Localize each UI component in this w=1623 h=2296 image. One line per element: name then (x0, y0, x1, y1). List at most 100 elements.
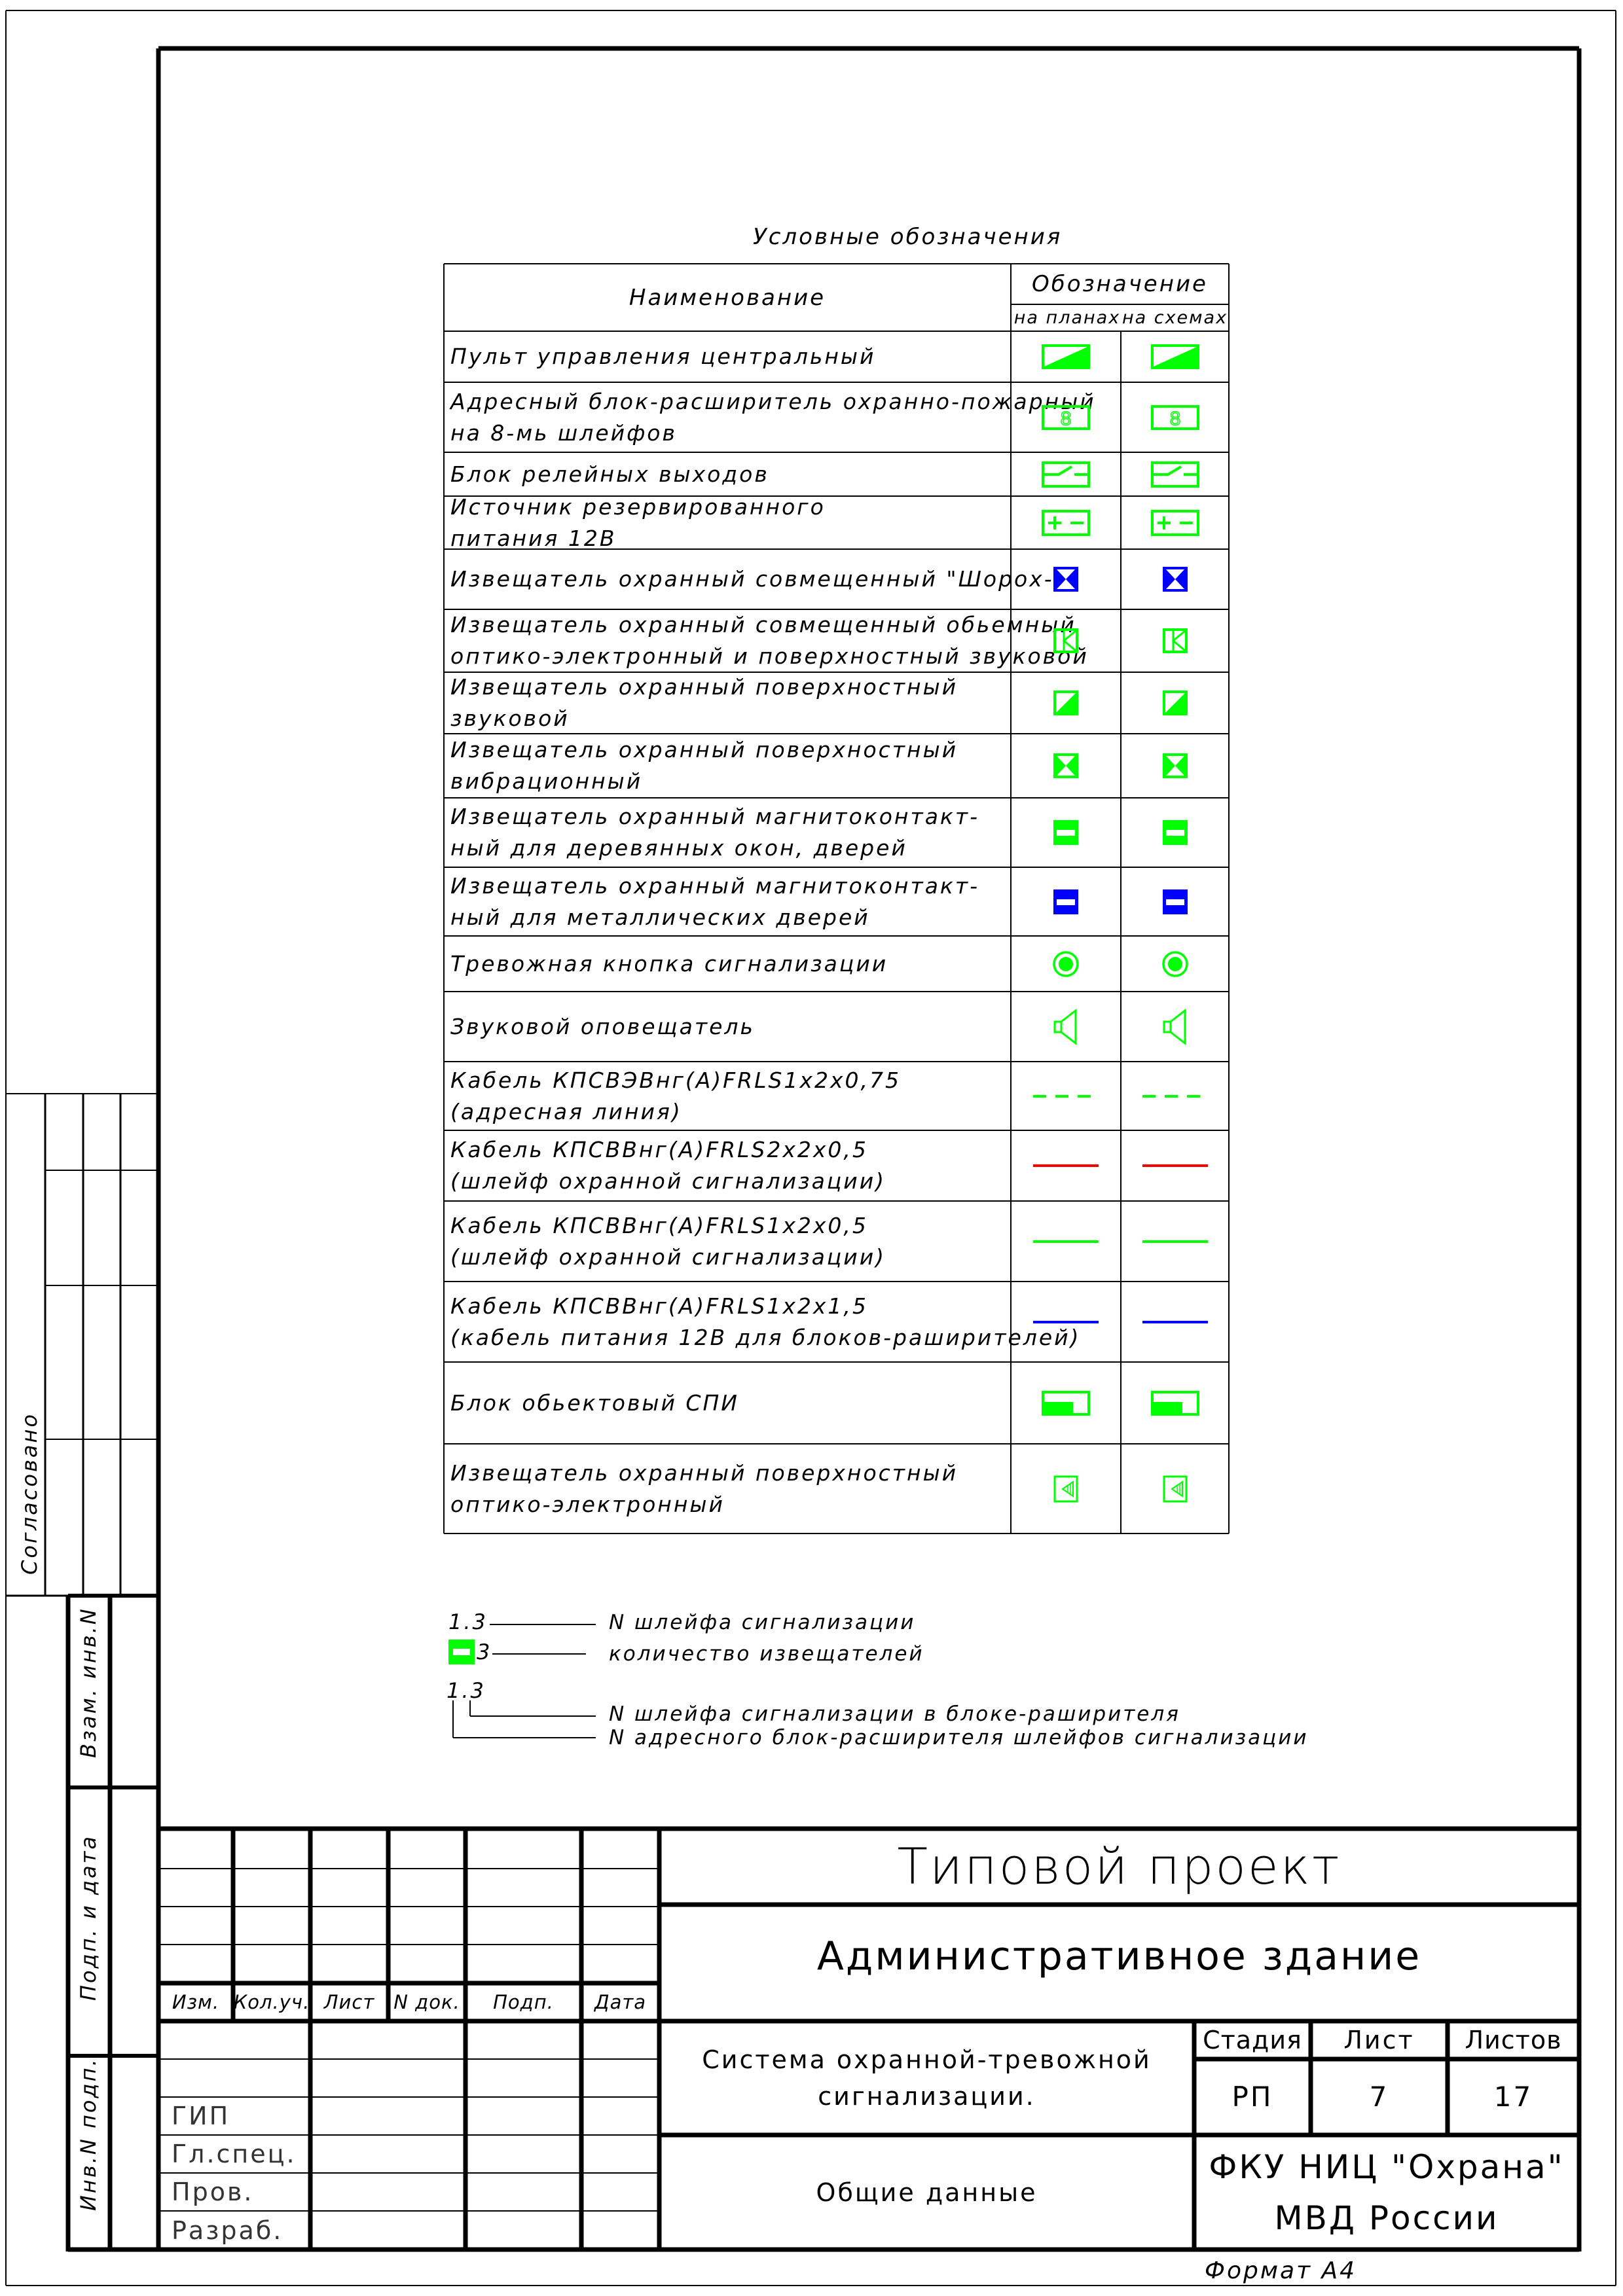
row-name: Кабель КПСВЭВнг(А)FRLS1x2x0,75 (адресная … (444, 1062, 1011, 1130)
project-title: Типовой проект (659, 1829, 1579, 1905)
row-name-line: (адресная линия) (450, 1098, 682, 1124)
magnet-contact-blue-icon (1121, 867, 1229, 936)
relay-block-icon (1011, 452, 1121, 496)
note-count-number: 3 (477, 1640, 492, 1664)
relay-block-icon (1121, 452, 1229, 496)
side-replace-inv-label: Взам. инв.N (76, 1607, 101, 1758)
row-name: Извещатель охранный поверхностный оптико-… (444, 1444, 1011, 1534)
paper-format: Формат А4 (1205, 2257, 1357, 2284)
optical-detector-icon (1011, 1444, 1121, 1534)
sub-plans-label: на планах (1013, 308, 1121, 328)
sounder-icon (1011, 992, 1121, 1062)
sound-detector-icon (1011, 672, 1121, 734)
system-title-line2: сигнализации. (818, 2082, 1036, 2111)
alarm-button-icon (1121, 936, 1229, 992)
cable-green-icon (1121, 1201, 1229, 1282)
power-supply-icon (1121, 496, 1229, 549)
system-title: Система охранной-тревожной сигнализации. (659, 2021, 1194, 2135)
row-name: Извещатель охранный магнитоконтакт-ный д… (444, 798, 1011, 867)
shorokh-detector-icon (1011, 549, 1121, 609)
table-subheader-plans: на планах (1013, 304, 1121, 331)
stamp-role-text: Разраб. (172, 2215, 283, 2245)
sheets-label-text: Листов (1465, 2026, 1562, 2054)
row-name-line: Извещатель охранный совмещенный "Шорох-3… (450, 566, 1082, 592)
cable-blue-icon (1121, 1282, 1229, 1362)
row-name-line: оптико-электронный (450, 1491, 725, 1517)
row-name-line: Адресный блок-расширитель охранно-пожарн… (450, 388, 1096, 414)
sheet-title: Общие данные (659, 2135, 1194, 2250)
header-symbol-label: Обозначение (1032, 271, 1208, 297)
row-name-line: Кабель КПСВЭВнг(А)FRLS1x2x0,75 (450, 1067, 901, 1093)
stamp-role: Разраб. (172, 2211, 309, 2250)
row-name-line: Извещатель охранный поверхностный (450, 737, 958, 762)
row-name-line: вибрационный (450, 768, 643, 794)
cable-dashed-green-icon (1011, 1062, 1121, 1130)
stage-label: Стадия (1194, 2021, 1311, 2059)
stamp-role-text: Гл.спец. (172, 2140, 297, 2168)
stamp-role: Гл.спец. (172, 2135, 309, 2173)
row-name-line: питания 12В (450, 525, 617, 551)
row-name-line: Блок релейных выходов (450, 461, 769, 487)
combined-detector-icon (1121, 609, 1229, 672)
magnet-contact-blue-icon (1011, 867, 1121, 936)
note-count-text: количество извещателей (609, 1642, 924, 1666)
svg-text:8: 8 (1060, 408, 1072, 429)
panel-icon (1011, 331, 1121, 382)
sheets-label: Листов (1448, 2021, 1579, 2059)
row-name: Блок релейных выходов (444, 452, 1011, 496)
object-title-text: Административное здание (816, 1933, 1422, 1979)
row-name-line: Извещатель охранный совмещенный обьемный (450, 612, 1076, 637)
stamp-role: Пров. (172, 2173, 309, 2211)
row-name-line: Кабель КПСВВнг(А)FRLS1x2x1,5 (450, 1293, 868, 1319)
row-name: Извещатель охранный поверхностный вибраци… (444, 734, 1011, 798)
row-name-line: оптико-электронный и поверхностный звуко… (450, 643, 1089, 669)
cable-red-icon (1121, 1130, 1229, 1201)
combined-detector-icon (1011, 609, 1121, 672)
row-name: Извещатель охранный магнитоконтакт-ный д… (444, 867, 1011, 936)
cable-red-icon (1011, 1130, 1121, 1201)
sheet-value: 7 (1311, 2059, 1448, 2135)
row-name-line: (шлейф охранной сигнализации) (450, 1244, 886, 1270)
panel-icon (1121, 331, 1229, 382)
spi-block-icon (1121, 1362, 1229, 1444)
organization-line2: МВД России (1274, 2198, 1499, 2237)
stamp-column-header-text: N док. (393, 1990, 460, 2013)
table-header-name: Наименование (444, 264, 1011, 331)
side-agreed-label: Согласовано (17, 1412, 42, 1575)
stamp-column-header: Изм. (158, 1983, 233, 2021)
row-name: Кабель КПСВВнг(А)FRLS1x2x0,5 (шлейф охран… (444, 1201, 1011, 1282)
sheet-label: Лист (1311, 2021, 1448, 2059)
stamp-role-text: Пров. (172, 2178, 254, 2206)
row-name: Извещатель охранный совмещенный обьемный… (444, 609, 1089, 672)
cable-green-icon (1011, 1201, 1121, 1282)
optical-detector-icon (1121, 1444, 1229, 1534)
sheets-value-text: 17 (1493, 2081, 1533, 2113)
stamp-column-header-text: Кол.уч. (233, 1990, 310, 2013)
stamp-role: ГИП (172, 2097, 309, 2135)
row-name-line: Тревожная кнопка сигнализации (450, 950, 888, 977)
row-name-line: на 8-мь шлейфов (450, 420, 677, 446)
legend-title: Условные обозначения (753, 224, 1063, 250)
row-name-line: (кабель питания 12В для блоков-раширител… (450, 1324, 1081, 1350)
svg-text:8: 8 (1169, 408, 1181, 429)
row-name: Пульт управления центральный (444, 331, 1011, 382)
row-name: Тревожная кнопка сигнализации (444, 936, 1011, 992)
row-name-line: Блок обьектовый СПИ (450, 1390, 739, 1416)
cable-dashed-green-icon (1121, 1062, 1229, 1130)
stamp-column-header-text: Дата (594, 1990, 647, 2013)
stage-label-text: Стадия (1203, 2026, 1302, 2054)
stamp-column-header: Лист (310, 1983, 388, 2021)
stage-value-text: РП (1231, 2081, 1273, 2113)
side-sign-date-label: Подп. и дата (76, 1835, 101, 2001)
shorokh-detector-icon (1121, 549, 1229, 609)
stage-value: РП (1194, 2059, 1311, 2135)
note-expander-address-text: N адресного блок-расширителя шлейфов сиг… (609, 1726, 1309, 1749)
organization: ФКУ НИЦ "Охрана" МВД России (1194, 2135, 1579, 2250)
row-name: Кабель КПСВВнг(А)FRLS1x2x1,5 (кабель пита… (444, 1282, 1081, 1362)
power-supply-icon (1011, 496, 1121, 549)
row-name-line: звуковой (450, 706, 570, 731)
stamp-column-header: N док. (388, 1983, 465, 2021)
project-title-text: Типовой проект (897, 1837, 1341, 1895)
magnet-contact-green-icon (1121, 798, 1229, 867)
